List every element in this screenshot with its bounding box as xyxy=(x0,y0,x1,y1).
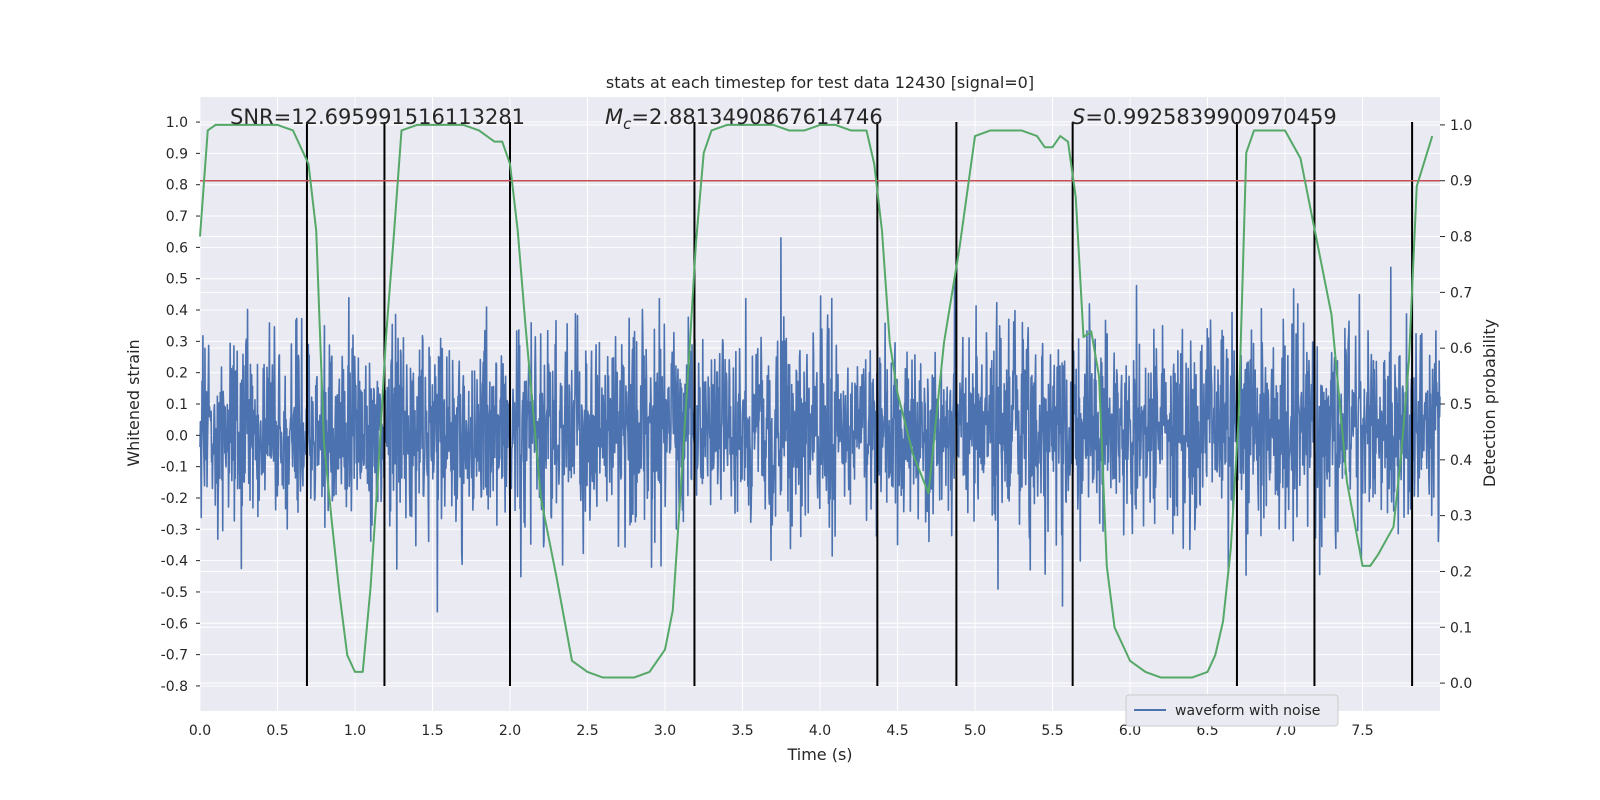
y-tick-label: 0.8 xyxy=(166,178,188,194)
y2-tick-label: 0.2 xyxy=(1450,564,1472,580)
x-tick-label: 4.5 xyxy=(886,723,908,739)
y2-tick-label: 0.5 xyxy=(1450,397,1472,413)
y-tick-label: 0.6 xyxy=(166,240,188,256)
y2-tick-label: 0.9 xyxy=(1450,174,1472,190)
x-tick-label: 3.5 xyxy=(731,723,753,739)
y-tick-label: -0.8 xyxy=(161,679,188,695)
y-tick-label: 0.0 xyxy=(166,428,188,444)
probability-line xyxy=(199,123,1434,679)
noise-line xyxy=(199,237,1441,613)
y-tick-label: -0.5 xyxy=(161,585,188,601)
y2-tick-label: 0.3 xyxy=(1450,509,1472,525)
chirp-mass-value: =2.8813490867614746 xyxy=(631,105,882,129)
y2-tick-label: 0.8 xyxy=(1450,230,1472,246)
y-tick-label: -0.3 xyxy=(161,522,188,538)
y-tick-label: 0.2 xyxy=(166,366,188,382)
y2-tick-label: 0.7 xyxy=(1450,285,1472,301)
y-tick-label: 0.4 xyxy=(166,303,188,319)
x-tick-label: 7.5 xyxy=(1351,723,1373,739)
x-axis-label: Time (s) xyxy=(786,745,852,764)
noise-series xyxy=(199,237,1441,613)
y2-tick-label: 0.1 xyxy=(1450,620,1472,636)
y-tick-label: 0.5 xyxy=(166,272,188,288)
snr-annotation: SNR=12.695991516113281 xyxy=(230,105,525,129)
y-tick-label: 1.0 xyxy=(166,115,188,131)
y2-tick-label: 0.6 xyxy=(1450,341,1472,357)
x-tick-label: 5.0 xyxy=(964,723,986,739)
s-symbol: S xyxy=(1072,105,1085,129)
x-tick-label: 2.0 xyxy=(499,723,521,739)
y-tick-label: -0.1 xyxy=(161,460,188,476)
y-tick-label: -0.7 xyxy=(161,648,188,664)
x-tick-label: 1.5 xyxy=(421,723,443,739)
x-tick-label: 6.5 xyxy=(1196,723,1218,739)
y-tick-label: -0.6 xyxy=(161,616,188,632)
x-tick-label: 2.5 xyxy=(576,723,598,739)
y-ticks: 1.0 0.9 0.8 0.7 0.6 0.5 0.4 0.3 0.2 0.1 0.0 -0.1 -0.… xyxy=(161,115,200,695)
x-tick-label: 0.0 xyxy=(189,723,211,739)
y2-tick-label: 0.0 xyxy=(1450,676,1472,692)
chirp-mass-annotation: Mc=2.8813490867614746 xyxy=(605,105,883,133)
x-tick-label: 7.0 xyxy=(1274,723,1296,739)
y-tick-label: 0.9 xyxy=(166,146,188,162)
legend: waveform with noise xyxy=(1125,694,1339,727)
chirp-mass-subscript: c xyxy=(623,115,632,133)
probability-series xyxy=(199,123,1434,679)
y-tick-label: 0.7 xyxy=(166,209,188,225)
y-tick-label: 0.1 xyxy=(166,397,188,413)
s-value: =0.9925839900970459 xyxy=(1085,105,1336,129)
legend-box xyxy=(1125,694,1339,727)
x-tick-label: 6.0 xyxy=(1119,723,1141,739)
y2-ticks: 1.0 0.9 0.8 0.7 0.6 0.5 0.4 0.3 0.2 0.1 0.0 xyxy=(1440,118,1472,692)
y-tick-label: -0.4 xyxy=(161,554,188,570)
chart-title: stats at each timestep for test data 124… xyxy=(606,73,1034,92)
x-tick-label: 5.5 xyxy=(1041,723,1063,739)
x-tick-label: 0.5 xyxy=(266,723,288,739)
y2-tick-label: 0.4 xyxy=(1450,453,1472,469)
y-tick-label: -0.2 xyxy=(161,491,188,507)
x-tick-label: 1.0 xyxy=(344,723,366,739)
y2-tick-label: 1.0 xyxy=(1450,118,1472,134)
x-ticks: 0.0 0.5 1.0 1.5 2.0 2.5 3.0 3.5 4.0 4.5 5.0 5.5 6.0 6… xyxy=(189,723,1374,739)
vertical-lines xyxy=(305,122,1414,686)
y-axis-label: Whitened strain xyxy=(124,339,143,466)
chirp-mass-symbol: M xyxy=(605,105,623,129)
x-tick-label: 3.0 xyxy=(654,723,676,739)
legend-label: waveform with noise xyxy=(1175,703,1320,719)
s-annotation: S=0.9925839900970459 xyxy=(1072,105,1337,129)
y2-axis-label: Detection probability xyxy=(1480,319,1499,487)
y-tick-label: 0.3 xyxy=(166,334,188,350)
x-tick-label: 4.0 xyxy=(809,723,831,739)
